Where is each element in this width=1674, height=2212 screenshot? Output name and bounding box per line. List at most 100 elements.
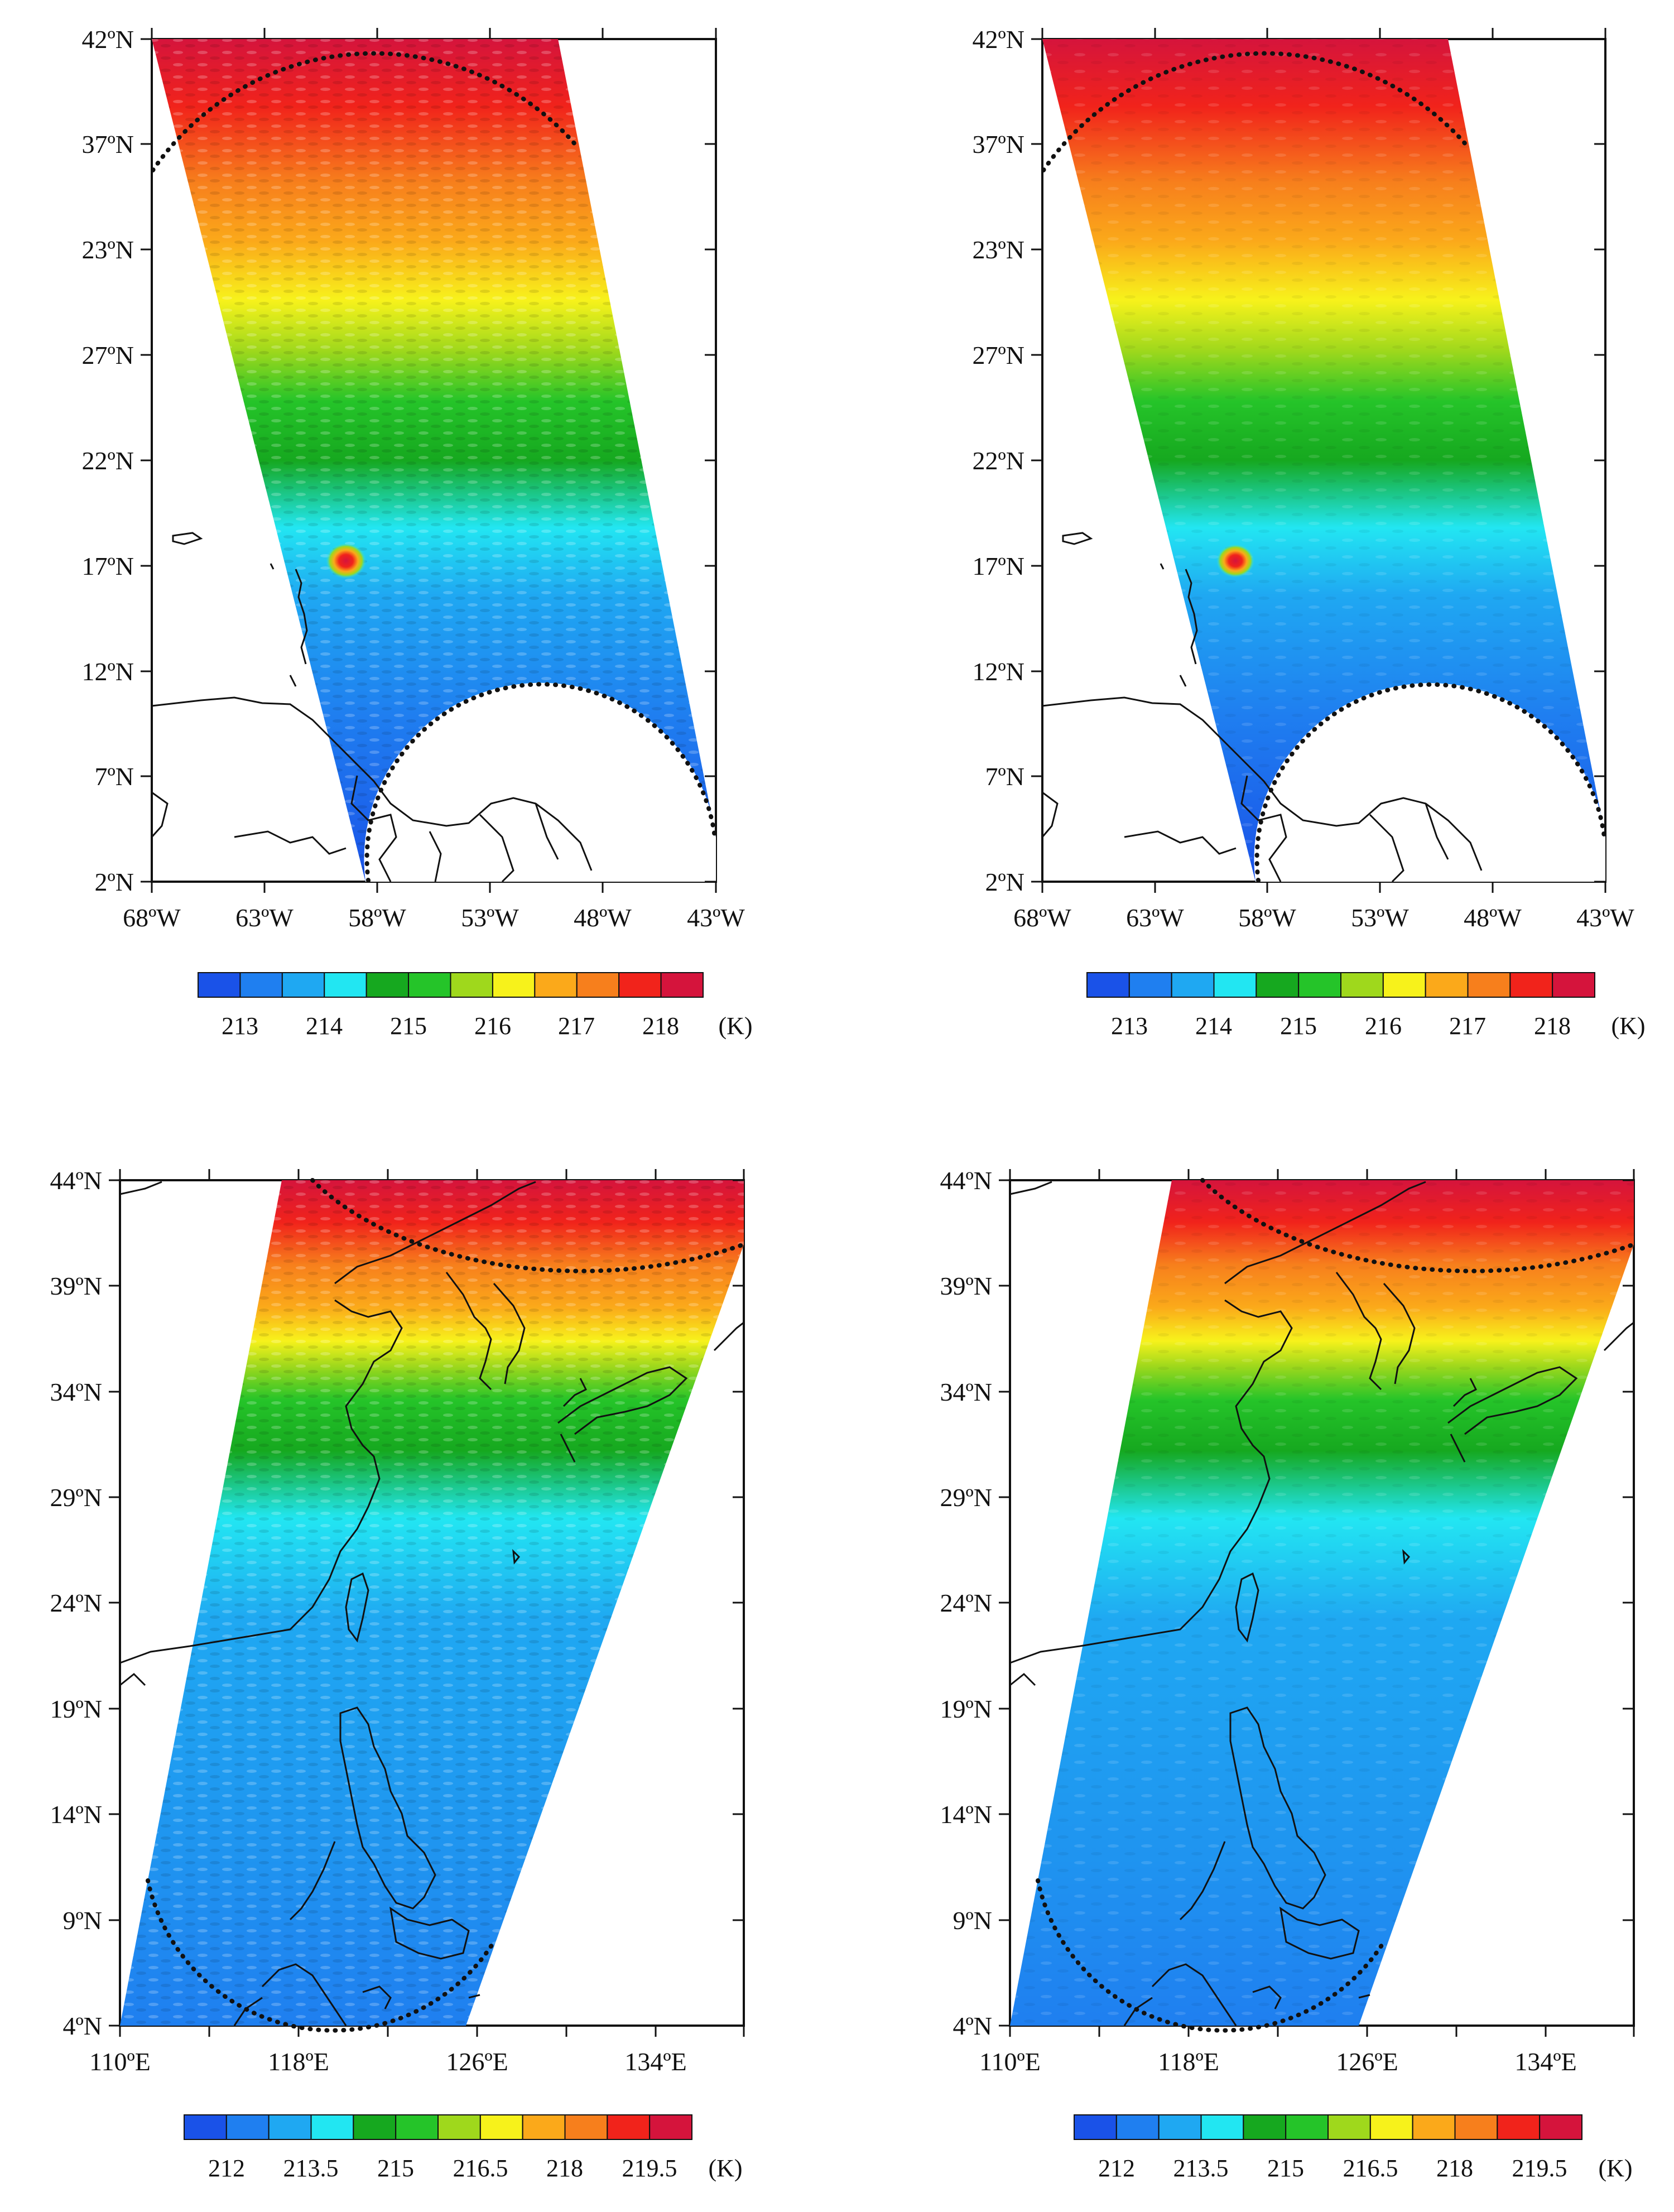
colorbar-swatch	[1552, 972, 1595, 998]
colorbar-swatch	[1425, 972, 1469, 998]
lat-label: 24ºN	[940, 1589, 992, 1617]
lat-label: 17ºN	[973, 552, 1024, 580]
colorbar-tick-label: 213	[222, 1012, 258, 1040]
colorbar-swatch	[1539, 2114, 1582, 2140]
scan-boundary-arc-top	[1041, 51, 1469, 172]
colorbar-swatch	[618, 972, 662, 998]
colorbar-unit: (K)	[1598, 2155, 1632, 2182]
colorbar-swatch	[437, 2114, 481, 2140]
lon-ticks	[151, 28, 717, 893]
colorbar-swatch	[1327, 2114, 1371, 2140]
lat-label: 14ºN	[50, 1800, 102, 1829]
colorbar-swatch	[534, 972, 578, 998]
colorbar-swatch	[281, 972, 325, 998]
lat-label: 27ºN	[973, 341, 1024, 369]
colorbar-swatch	[576, 972, 620, 998]
lat-label: 23ºN	[82, 235, 134, 264]
lat-label: 4ºN	[953, 2012, 992, 2040]
lon-label: 48ºW	[1464, 903, 1522, 932]
lat-label: 9ºN	[953, 1906, 992, 1935]
colorbar-swatch	[408, 972, 451, 998]
colorbar-unit: (K)	[1611, 1012, 1645, 1040]
colorbar-swatch	[660, 972, 704, 998]
colorbar-swatch	[1128, 972, 1172, 998]
scan-boundary-arc-top	[1200, 1178, 1636, 1273]
colorbar-tick-label: 218	[1436, 2155, 1473, 2182]
colorbar-swatch	[239, 972, 283, 998]
coastlines	[1009, 1181, 1634, 2026]
colorbar-tick-label: 216	[474, 1012, 511, 1040]
colorbar-swatch	[225, 2114, 270, 2140]
colorbar-tick-label: 215	[377, 2155, 414, 2182]
colorbar-tick-label: 216.5	[1343, 2155, 1398, 2182]
lon-label: 63ºW	[1126, 903, 1184, 932]
coastlines	[1041, 532, 1483, 883]
scan-boundary-arc-top	[151, 51, 578, 172]
lon-ticks	[119, 1169, 745, 2037]
scan-boundary-arc-bottom	[146, 1878, 496, 2033]
lon-label: 43ºW	[687, 903, 745, 932]
coastlines	[151, 532, 593, 883]
colorbar-tick-label: 217	[558, 1012, 595, 1040]
lat-label: 2ºN	[985, 868, 1024, 896]
colorbar-swatch	[1340, 972, 1384, 998]
lat-label: 29ºN	[50, 1483, 102, 1512]
panel-atlantic-a: 42ºN 37ºN 23ºN 27ºN 22ºN 17ºN 12ºN 7ºN 2…	[82, 25, 753, 1040]
land-mask	[364, 682, 716, 882]
colorbar-swatch	[1285, 2114, 1329, 2140]
lat-label: 22ºN	[82, 446, 134, 475]
colorbar-unit: (K)	[718, 1012, 752, 1040]
colorbar-swatch	[1200, 2114, 1244, 2140]
lon-labels: 110ºE 118ºE 126ºE 134ºE	[979, 2047, 1577, 2076]
lon-ticks	[1041, 28, 1606, 893]
colorbar-tick-label: 213.5	[283, 2155, 339, 2182]
lon-label: 110ºE	[89, 2047, 151, 2076]
colorbar-tick-label: 219.5	[622, 2155, 677, 2182]
colorbar-tick-label: 215	[390, 1012, 427, 1040]
lat-label: 7ºN	[95, 762, 134, 791]
lat-label: 12ºN	[973, 657, 1024, 686]
lon-label: 134ºE	[624, 2047, 686, 2076]
scan-boundary-arc-bottom	[1254, 682, 1606, 883]
lon-labels: 68ºW 63ºW 58ºW 53ºW 48ºW 43ºW	[1013, 903, 1634, 932]
colorbar-tick-label: 214	[1195, 1012, 1232, 1040]
colorbar-swatch	[450, 972, 493, 998]
lat-label: 19ºN	[50, 1695, 102, 1723]
scan-boundary-arc-top	[310, 1178, 746, 1273]
colorbar-swatch	[1243, 2114, 1287, 2140]
panel-asia-b: 44ºN 39ºN 34ºN 29ºN 24ºN 19ºN 14ºN 9ºN 4…	[940, 1166, 1636, 2182]
lat-ticks	[999, 1179, 1634, 2027]
lon-label: 58ºW	[348, 903, 406, 932]
colorbar-swatch	[1158, 2114, 1202, 2140]
panel-asia-a: 44ºN 39ºN 34ºN 29ºN 24ºN 19ºN 14ºN 9ºN 4…	[50, 1166, 746, 2182]
lon-label: 110ºE	[979, 2047, 1041, 2076]
lon-label: 118ºE	[268, 2047, 329, 2076]
storm-hotspot	[1216, 544, 1254, 578]
colorbar-swatch	[1213, 972, 1257, 998]
colorbar-swatch	[1509, 972, 1553, 998]
colorbar-tick-label: 219.5	[1512, 2155, 1567, 2182]
colorbar: 213 214 215 216 217 218 (K)	[198, 972, 753, 1040]
colorbar-tick-label: 216	[1365, 1012, 1402, 1040]
colorbar-swatch	[198, 972, 241, 998]
lat-label: 37ºN	[973, 130, 1024, 158]
lon-label: 68ºW	[123, 903, 181, 932]
lat-labels: 42ºN 37ºN 23ºN 27ºN 22ºN 17ºN 12ºN 7ºN 2…	[82, 25, 134, 896]
colorbar-swatch	[1256, 972, 1300, 998]
scan-boundary-arc-bottom	[1036, 1878, 1386, 2033]
colorbar-swatch	[649, 2114, 693, 2140]
coastlines	[119, 1181, 744, 2026]
colorbar-tick-label: 213	[1111, 1012, 1148, 1040]
colorbar-swatch	[479, 2114, 523, 2140]
colorbar-swatch	[492, 972, 536, 998]
colorbar-swatch	[324, 972, 367, 998]
lon-label: 68ºW	[1013, 903, 1071, 932]
colorbar-unit: (K)	[708, 2155, 742, 2182]
colorbar-swatch	[607, 2114, 651, 2140]
lat-label: 44ºN	[940, 1166, 992, 1195]
lon-label: 53ºW	[1351, 903, 1409, 932]
colorbar-swatch	[268, 2114, 312, 2140]
lat-label: 2ºN	[95, 868, 134, 896]
colorbar-swatch	[1412, 2114, 1456, 2140]
colorbar-tick-label: 212	[208, 2155, 245, 2182]
